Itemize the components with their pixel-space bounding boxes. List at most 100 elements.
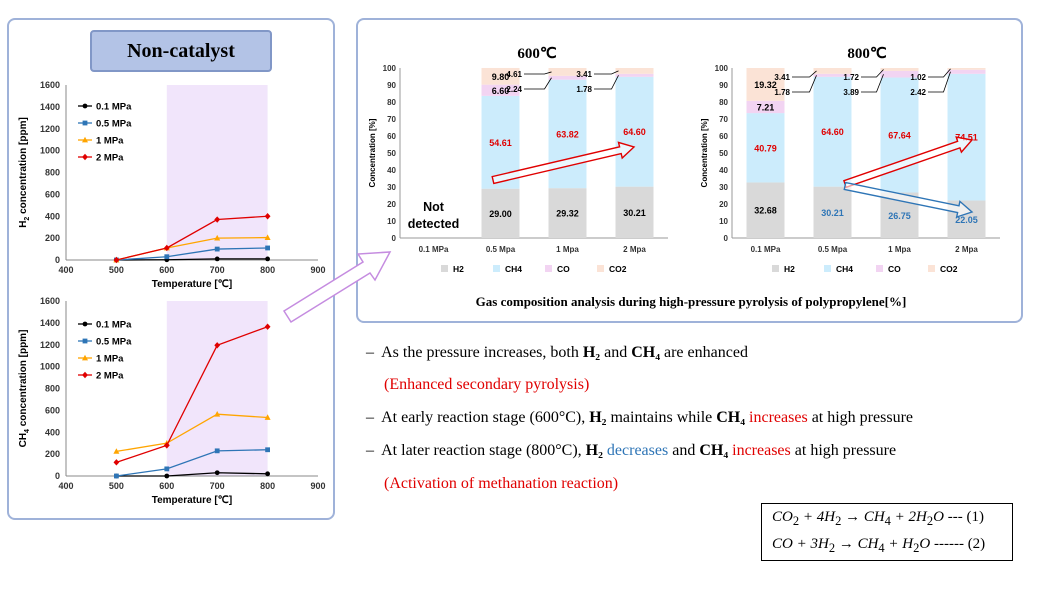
non-catalyst-title: Non-catalyst	[90, 30, 272, 72]
y-tick-label: 50	[387, 149, 396, 158]
data-point	[82, 103, 88, 109]
y-tick-label: 1000	[40, 362, 60, 372]
not-detected-label: Not	[423, 200, 445, 214]
legend-swatch	[441, 265, 448, 272]
bar-segment-h2	[813, 186, 852, 238]
y-tick-label: 90	[387, 81, 396, 90]
data-label: 1.72	[843, 73, 859, 82]
data-point	[82, 354, 88, 361]
bar-segment-ch4	[548, 79, 587, 189]
legend-label: H2	[453, 264, 464, 274]
legend-label: 0.1 MPa	[96, 102, 132, 113]
leader-line	[594, 75, 619, 90]
data-label: 2.24	[506, 85, 522, 94]
data-label: 67.64	[888, 131, 911, 141]
y-tick-label: 0	[55, 255, 60, 265]
data-label: 6.60	[492, 86, 510, 96]
data-point	[214, 411, 221, 417]
series-line	[116, 258, 268, 261]
bar-segment-h2	[481, 188, 520, 238]
data-label: 1.02	[910, 73, 926, 82]
data-label: 64.60	[623, 127, 646, 137]
series-line	[116, 472, 268, 477]
data-point	[113, 448, 120, 454]
bar-segment-h2	[548, 188, 587, 238]
data-point	[82, 136, 88, 143]
x-tick-label: 500	[109, 481, 124, 491]
data-label: 9.80	[492, 72, 510, 82]
data-point	[214, 246, 220, 252]
bar-segment-co2	[880, 68, 919, 71]
data-label: 3.89	[843, 88, 859, 97]
leader-line	[928, 68, 951, 78]
y-tick-label: 60	[719, 132, 728, 141]
y-tick-label: 400	[45, 427, 60, 437]
y-tick-label: 0	[55, 471, 60, 481]
bullet-2: – At early reaction stage (600°C), H₂ ma…	[366, 409, 913, 426]
line-chart-h2: 0 200 400 600 800 1000 1200 1400 1600 400 500 600 70…	[18, 80, 326, 290]
y-tick-label: 1600	[40, 80, 60, 90]
y-tick-label: 200	[45, 449, 60, 459]
legend-label: CO2	[609, 264, 627, 274]
bar-segment-co	[880, 70, 919, 78]
series-line	[116, 247, 268, 261]
data-point	[214, 448, 220, 454]
y-tick-label: 80	[719, 98, 728, 107]
y-tick-label: 90	[719, 81, 728, 90]
data-point	[264, 414, 271, 420]
figure-caption: Gas composition analysis during high-pre…	[476, 294, 907, 309]
legend-swatch	[493, 265, 500, 272]
data-label: 4.61	[506, 70, 522, 79]
data-label: 29.32	[556, 209, 579, 219]
data-point	[163, 244, 170, 252]
data-point	[264, 323, 271, 330]
legend-label: 2 MPa	[96, 371, 124, 382]
y-tick-label: 1200	[40, 124, 60, 134]
legend-swatch	[772, 265, 779, 272]
leader-line	[524, 71, 552, 75]
data-label: 74.51	[955, 133, 978, 143]
data-point	[82, 153, 88, 161]
x-tick-label: 900	[310, 265, 325, 275]
leader-line	[524, 77, 552, 90]
data-point	[214, 234, 221, 241]
x-tick-label: 400	[58, 265, 73, 275]
y-tick-label: 0	[724, 234, 729, 243]
leader-line	[928, 71, 951, 93]
x-tick-label: 600	[159, 265, 174, 275]
legend-swatch	[876, 265, 883, 272]
y-tick-label: 1400	[40, 102, 60, 112]
x-tick-label: 600	[159, 481, 174, 491]
bar-segment-ch4	[813, 76, 852, 187]
x-tick-label: 2 Mpa	[623, 245, 646, 254]
y-tick-label: 80	[387, 98, 396, 107]
chart-title: 600℃	[517, 46, 557, 62]
y-tick-label: 800	[45, 384, 60, 394]
data-label: 64.60	[821, 127, 844, 137]
highlight-band	[166, 85, 268, 260]
data-point	[214, 216, 221, 223]
data-label: 1.78	[576, 85, 592, 94]
y-axis-label: H2 concentration [ppm]	[18, 117, 31, 228]
data-point	[214, 256, 220, 262]
data-label: 54.61	[489, 138, 512, 148]
bar-chart-800C: 800℃ 0 10 20 30 40 50 60 70 80 90 100 Concentration …	[700, 46, 1000, 274]
legend-swatch	[928, 265, 935, 272]
bullet-1-note: (Enhanced secondary pyrolysis)	[384, 376, 590, 393]
series-line	[116, 449, 268, 477]
legend-label: 0.1 MPa	[96, 320, 132, 331]
y-tick-label: 50	[719, 149, 728, 158]
highlight-band	[166, 301, 268, 476]
x-tick-label: 0.1 MPa	[751, 245, 781, 254]
equation-box: CO2 + 4H2 → CH4 + 2H2O --- (1) CO + 3H2 …	[761, 503, 1013, 561]
bar-segment-co2	[615, 68, 654, 74]
legend-swatch	[545, 265, 552, 272]
data-point	[82, 120, 88, 126]
y-tick-label: 70	[719, 115, 728, 124]
y-tick-label: 10	[719, 217, 728, 226]
legend-label: CH4	[836, 264, 853, 274]
y-axis-label: Concentration [%]	[368, 118, 377, 187]
legend-label: CO	[557, 264, 570, 274]
data-point	[265, 447, 270, 453]
